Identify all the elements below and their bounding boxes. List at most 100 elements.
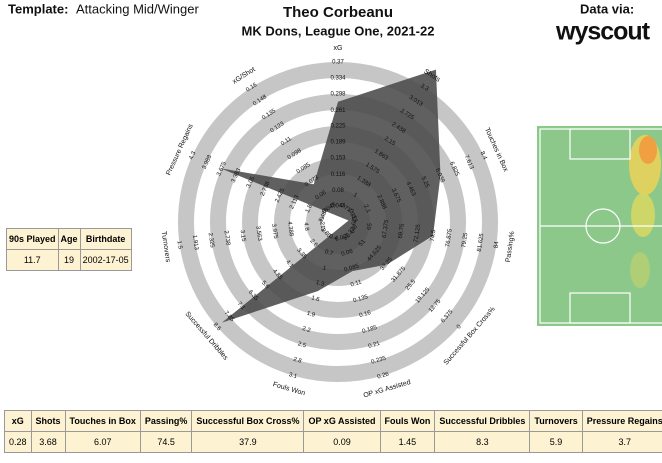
tick-label: 0.26 [377, 371, 391, 380]
tick-label: 2.738 [223, 230, 231, 246]
tick-label: 76.875 [445, 228, 454, 248]
tick-label: 2.15 [383, 136, 397, 148]
tick-label: 6.038 [434, 168, 446, 185]
tick-label: 0.11 [280, 136, 293, 147]
stats-cell: 74.5 [139, 431, 193, 453]
tick-label: 0.11 [350, 279, 363, 288]
tick-label: 3.1 [288, 372, 298, 380]
info-cell: 19 [57, 249, 81, 271]
axis-label: OP xG Assisted [363, 379, 412, 400]
tick-label: 4.3 [189, 150, 198, 161]
stats-cell: 5.9 [529, 431, 583, 453]
tick-label: 1.913 [191, 235, 199, 251]
tick-label: 0.135 [353, 294, 370, 304]
tick-label: 0.116 [331, 172, 346, 178]
tick-label: 0 [456, 323, 463, 330]
tick-label: 3.675 [216, 160, 228, 177]
tick-label: 2.738 [260, 180, 272, 197]
tick-label: 3.363 [231, 167, 243, 184]
stats-table: xG Shots Touches in Box Passing% Successful … [4, 410, 662, 453]
tick-label: 2.113 [289, 194, 301, 210]
tick-label: 3.975 [270, 223, 278, 239]
info-table: 90s Played Age Birthdate 11.7 19 2002-17… [6, 228, 132, 271]
tick-label: 0.334 [330, 75, 346, 81]
stats-cell: 3.68 [30, 431, 66, 453]
stats-header-cell: Passing% [139, 410, 193, 432]
tick-label: 65 [367, 222, 374, 230]
stats-header-cell: xG [4, 410, 32, 432]
tick-label: 0.7 [324, 249, 334, 257]
axis-label: Turnovers [160, 231, 171, 263]
stats-cell: 6.07 [64, 431, 141, 453]
tick-label: 4.463 [404, 181, 416, 198]
tick-label: 1.8 [305, 203, 314, 214]
tick-label: 2.888 [375, 194, 387, 211]
radar-area [220, 69, 441, 323]
tick-label: 2.1 [362, 204, 371, 215]
tick-label: 0.4 [328, 234, 338, 242]
tick-label: 0.08 [332, 188, 344, 194]
tick-label: 4.1 [284, 259, 294, 270]
tick-label: 72.125 [413, 223, 422, 243]
tick-label: 4.8 [302, 222, 309, 232]
tick-label: 79.25 [461, 232, 469, 248]
stats-header-cell: OP xG Assisted [303, 410, 381, 432]
tick-label: 2.5 [297, 341, 307, 349]
stats-cell: 0.28 [4, 431, 32, 453]
tick-label: 2.325 [207, 232, 215, 248]
stats-header-cell: Touches in Box [64, 410, 141, 432]
tick-label: 2.8 [292, 357, 302, 365]
stats-wrapper: xG Shots Touches in Box Passing% Successful … [4, 410, 662, 463]
info-header-cell: Age [57, 228, 81, 250]
template-label: Template: [8, 1, 68, 16]
tick-label: 4.388 [286, 221, 294, 237]
axis-label: Passing% [505, 231, 516, 263]
tick-label: 0.235 [371, 356, 388, 366]
tick-label: 81.625 [477, 232, 486, 252]
ring-band [178, 62, 498, 382]
tick-label: 0.06 [341, 249, 355, 258]
stats-header: xG Shots Touches in Box Passing% Successful … [4, 410, 662, 432]
tick-label: 1 [352, 192, 359, 199]
tick-label: 69.75 [398, 223, 406, 239]
tick-label: 5.6 [260, 280, 270, 291]
stats-cell: 37.9 [191, 431, 305, 453]
tick-label: 0.21 [368, 341, 382, 350]
tick-label: 1.5 [175, 240, 182, 250]
info-header-cell: Birthdate [79, 228, 132, 250]
source-label: Data via: [580, 1, 634, 16]
tick-label: 1.313 [346, 208, 358, 225]
tick-label: 0.16 [359, 310, 373, 319]
stats-cell: 1.45 [379, 431, 436, 453]
tick-label: 3.563 [254, 226, 262, 242]
tick-label: 2.6 [308, 238, 318, 249]
tick-label: 1 [322, 265, 328, 272]
tick-label: 0.06 [314, 190, 328, 202]
tick-label: 1.9 [306, 311, 316, 319]
stats-cell: 8.3 [434, 431, 531, 453]
tick-label: 8.4 [479, 151, 488, 162]
tick-label: 0.153 [330, 155, 346, 161]
stats-header-cell: Successful Box Cross% [191, 410, 305, 432]
stats-cell: 0.09 [303, 431, 381, 453]
chart-subtitle: MK Dons, League One, 2021-22 [242, 23, 435, 38]
tick-label: 3.3 [419, 83, 430, 93]
tick-label: 8.6 [212, 322, 222, 333]
info-cell: 2002-17-05 [79, 249, 132, 271]
tick-label: 2.2 [301, 326, 311, 334]
stats-row: 0.283.686.0774.537.90.091.458.35.93.70.0… [4, 431, 662, 453]
tick-label: 5.25 [420, 176, 431, 190]
tick-label: 7.613 [463, 154, 475, 171]
tick-label: 0.035 [335, 233, 352, 243]
tick-label: 67.375 [382, 219, 391, 239]
stats-header-cell: Pressure Regains [581, 410, 662, 432]
stats-header-cell: Turnovers [529, 410, 583, 432]
tick-label: 3.988 [202, 154, 214, 171]
axis-label: xG [334, 45, 343, 52]
chart-title: Theo Corbeanu [283, 4, 393, 21]
tick-label: 5.213 [318, 216, 326, 232]
tick-label: 51 [358, 238, 367, 247]
stats-cell: 3.7 [581, 431, 662, 453]
stats-header-cell: Fouls Won [379, 410, 436, 432]
